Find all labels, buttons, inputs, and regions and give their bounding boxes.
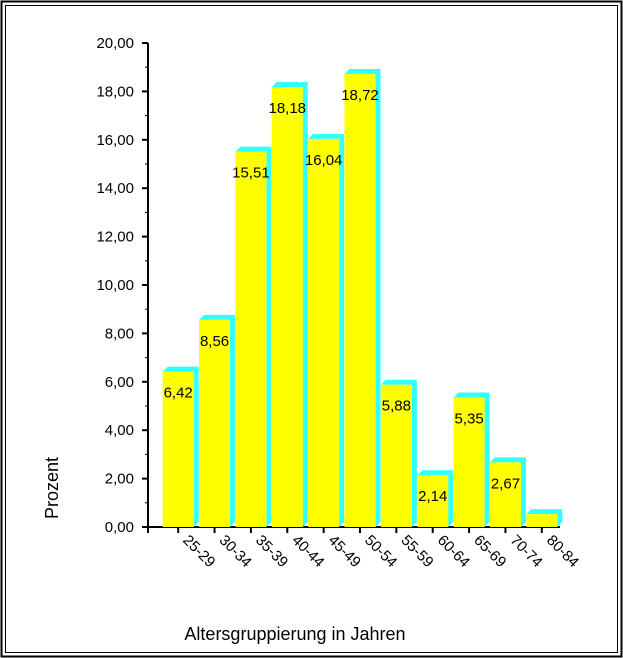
bar-top <box>162 366 199 372</box>
y-axis-label: Prozent <box>42 457 62 519</box>
x-tick-label: 35-39 <box>252 532 291 571</box>
y-tick-label: 6,00 <box>105 374 134 391</box>
bar-side <box>339 133 345 527</box>
bar-top <box>489 457 526 463</box>
bar <box>162 371 194 527</box>
y-tick-label: 16,00 <box>96 132 134 149</box>
bar-top <box>417 470 454 476</box>
bar-side <box>302 82 308 527</box>
x-tick-label: 45-49 <box>325 532 364 571</box>
data-label: 2,14 <box>418 488 447 505</box>
bar-top <box>271 82 308 88</box>
bar <box>308 138 340 527</box>
x-tick-label: 70-74 <box>507 532 546 571</box>
x-tick-label: 25-29 <box>179 532 218 571</box>
bar <box>199 319 231 527</box>
bar-side <box>375 68 381 527</box>
bar-side <box>520 457 526 527</box>
y-tick-label: 12,00 <box>96 229 134 246</box>
bar <box>235 151 267 527</box>
data-label: 18,18 <box>268 100 306 117</box>
y-tick-label: 8,00 <box>105 325 134 342</box>
bar-top <box>344 68 381 74</box>
data-label: 5,88 <box>382 398 411 415</box>
bar-side <box>448 470 454 527</box>
bar-side <box>193 366 199 527</box>
data-label: 16,04 <box>305 152 343 169</box>
bar <box>380 384 412 527</box>
bar <box>271 87 303 527</box>
x-tick-label: 50-54 <box>361 532 400 571</box>
x-tick-label: 80-84 <box>543 532 582 571</box>
bar <box>489 462 521 527</box>
y-tick-label: 4,00 <box>105 422 134 439</box>
x-tick-label: 60-64 <box>434 532 473 571</box>
y-tick-label: 18,00 <box>96 83 134 100</box>
y-tick-label: 0,00 <box>105 519 134 536</box>
x-tick-label: 40-44 <box>288 532 327 571</box>
y-tick-label: 14,00 <box>96 180 134 197</box>
data-label: 6,42 <box>164 385 193 402</box>
x-tick-label: 30-34 <box>216 532 255 571</box>
data-label: 8,56 <box>200 333 229 350</box>
bar-top <box>526 509 563 515</box>
inner-border <box>5 5 618 653</box>
y-tick-label: 10,00 <box>96 277 134 294</box>
y-tick-label: 20,00 <box>96 35 134 52</box>
bar-top <box>380 379 417 385</box>
bar <box>526 514 558 527</box>
bar-top <box>199 314 236 320</box>
data-label: 2,67 <box>491 475 520 492</box>
data-label: 18,72 <box>341 87 379 104</box>
bar <box>417 475 449 527</box>
bar-top <box>235 146 272 152</box>
data-label: 5,35 <box>454 411 483 428</box>
bar-side <box>557 509 563 527</box>
bar-side <box>411 379 417 527</box>
data-labels: 6,42 8,56 15,51 18,18 16,04 18,72 5,88 2,14 5,35… <box>164 87 520 505</box>
x-axis-label: Altersgruppierung in Jahren <box>184 624 405 644</box>
bar-top <box>453 392 490 398</box>
bar-side <box>266 146 272 527</box>
data-label: 15,51 <box>232 165 270 182</box>
y-tick-label: 2,00 <box>105 471 134 488</box>
x-tick-label: 55-59 <box>398 532 437 571</box>
bar-top <box>308 133 345 139</box>
bar-side <box>484 392 490 527</box>
bar <box>344 73 376 527</box>
bars <box>162 68 563 527</box>
x-tick-label: 65-69 <box>470 532 509 571</box>
bar <box>453 397 485 527</box>
bar-side <box>230 314 236 527</box>
